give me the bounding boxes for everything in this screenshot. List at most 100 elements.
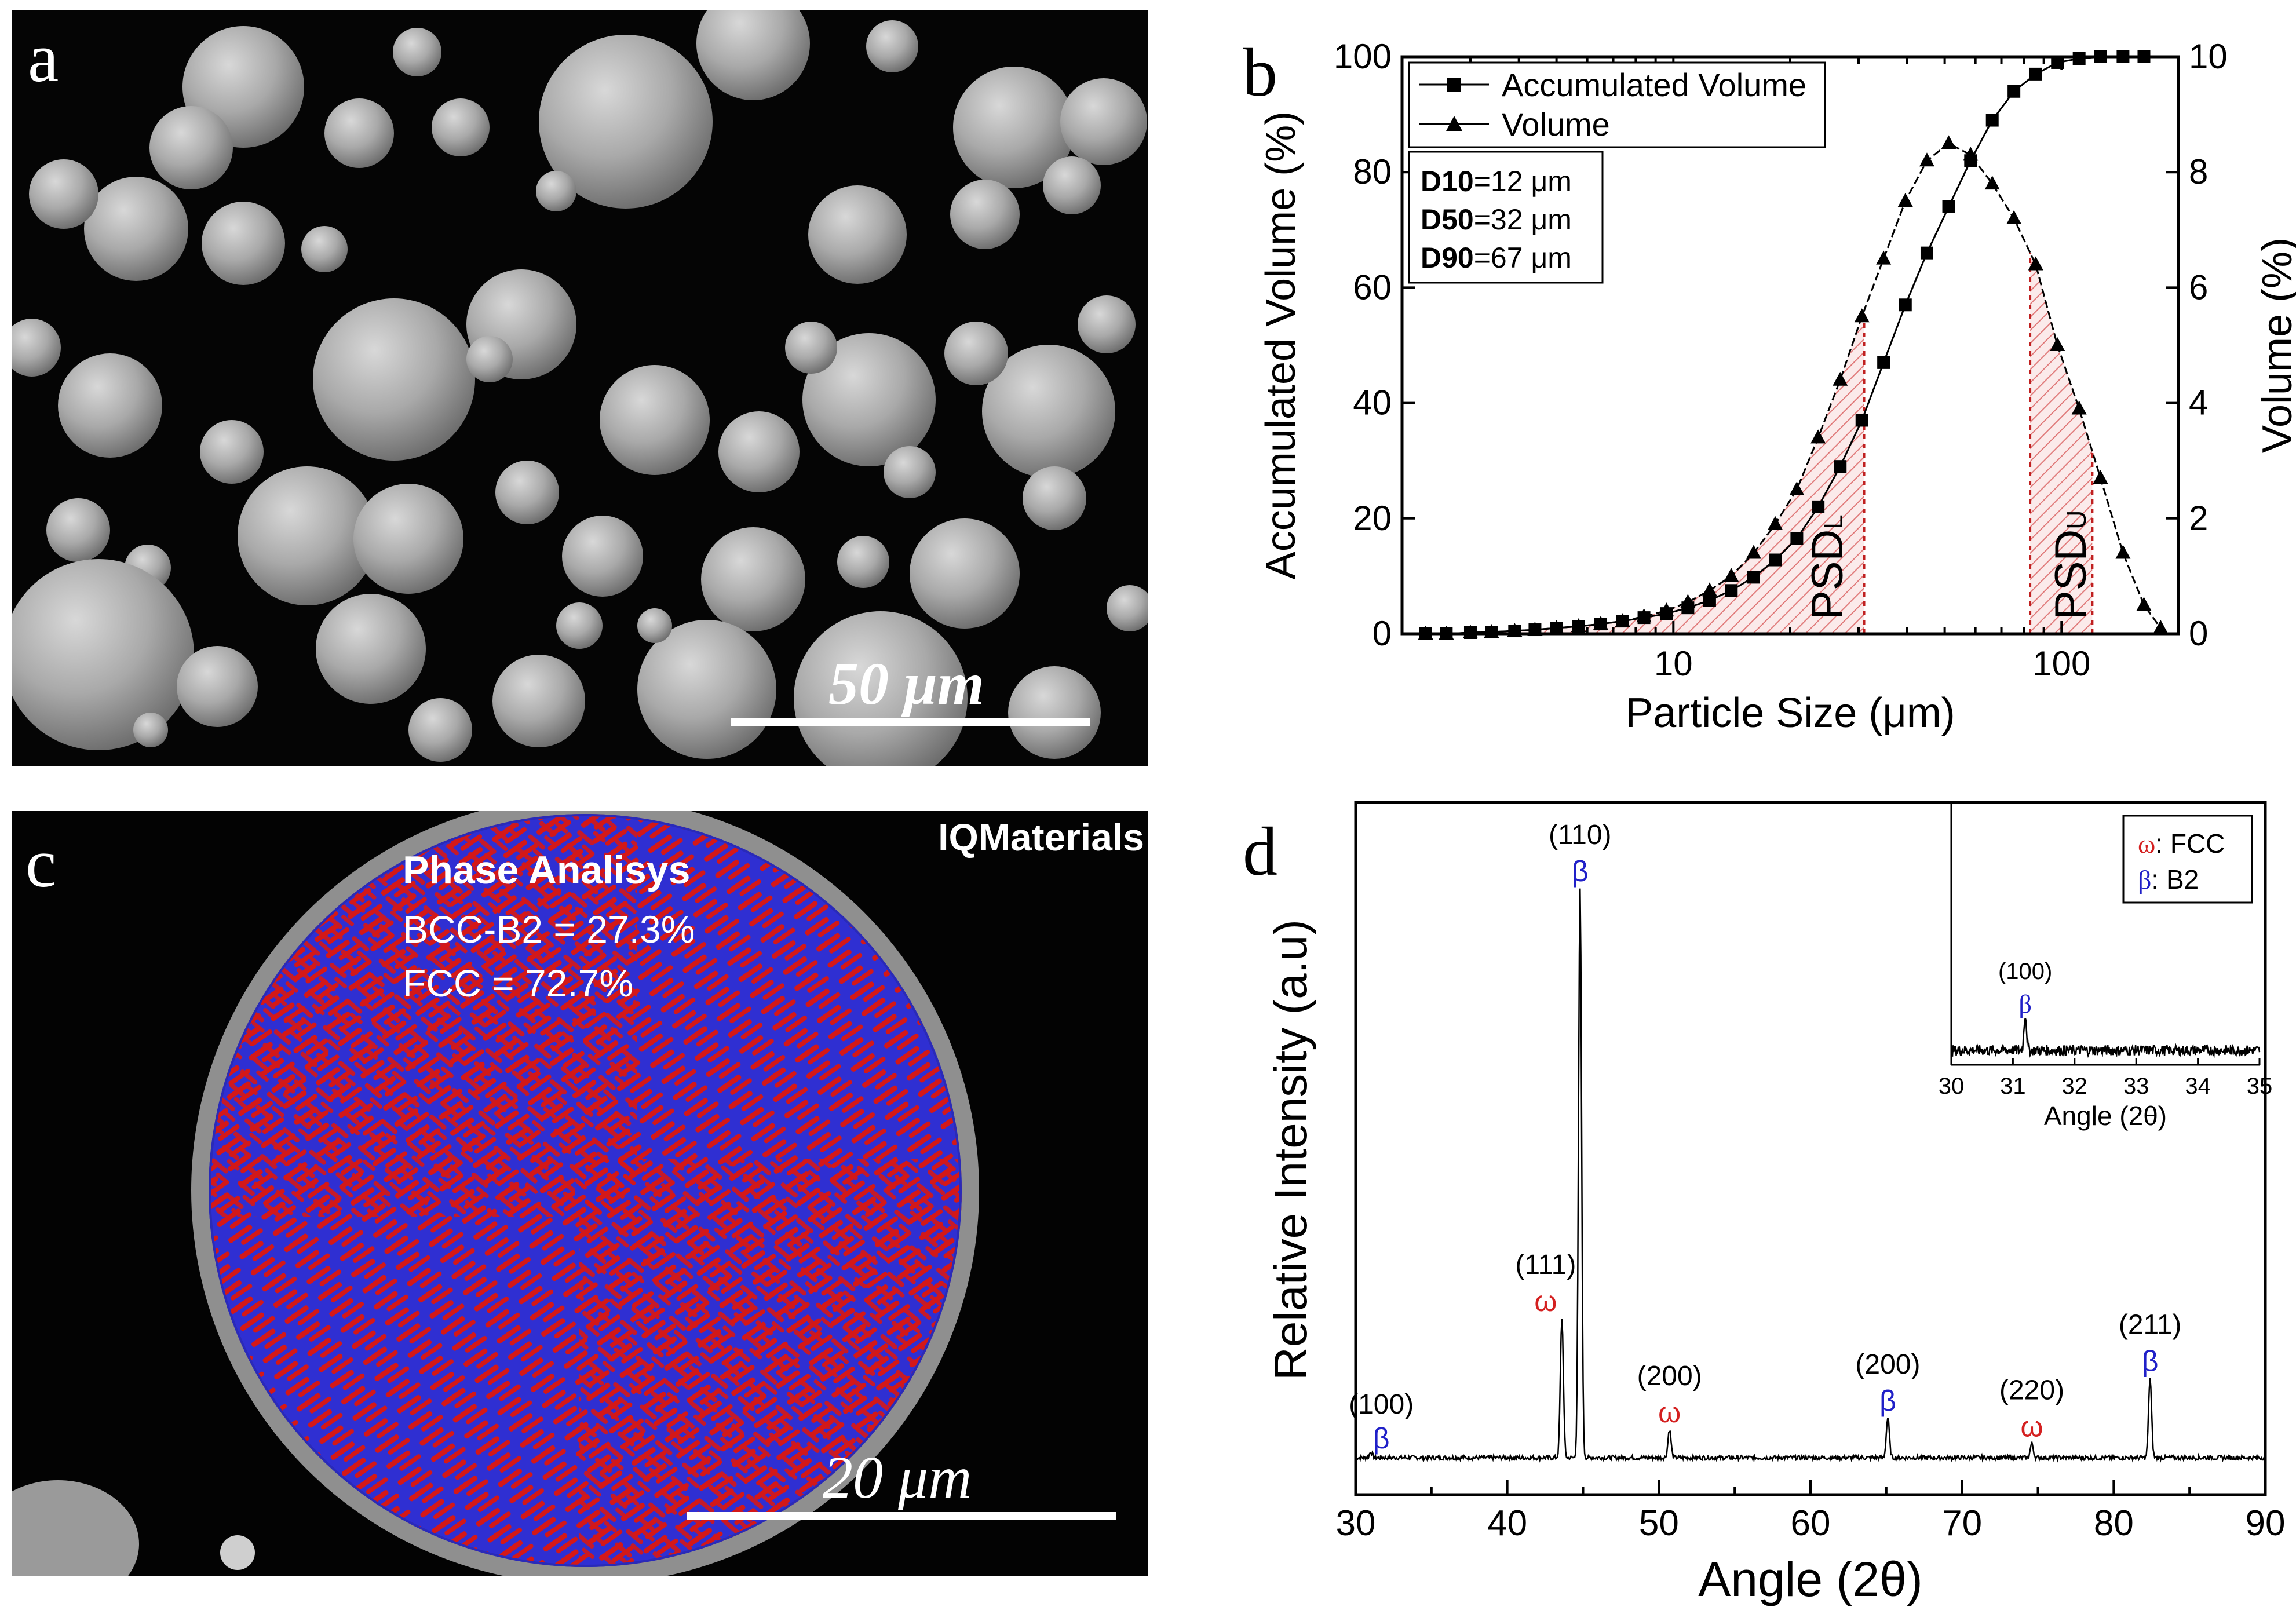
data-point-volume [1897, 193, 1913, 207]
data-point-accumulated [1834, 460, 1847, 473]
inset-peak-phase: β [2018, 990, 2031, 1018]
psd-upper-text: PSD [2046, 530, 2096, 620]
powder-sphere [177, 646, 258, 727]
data-point-volume [1919, 152, 1934, 167]
stats-box [1408, 151, 1604, 284]
powder-sphere [1023, 466, 1086, 530]
x-tick-label: 60 [1791, 1503, 1831, 1543]
chart-b-ylabel-left: Accumulated Volume (%) [1258, 111, 1304, 579]
stat-d10-value: =12 μm [1474, 165, 1572, 198]
data-point-accumulated [1899, 298, 1912, 312]
data-point-accumulated [1812, 500, 1825, 513]
inset-x-tick-label: 34 [2185, 1073, 2211, 1099]
data-point-accumulated [1725, 584, 1738, 597]
y-tick-label-left: 80 [1353, 152, 1392, 191]
powder-sphere [982, 345, 1115, 478]
inset-x-tick-label: 30 [1939, 1073, 1965, 1099]
data-point-volume [1941, 135, 1956, 149]
data-point-accumulated [1920, 246, 1933, 260]
stat-d90-value: =67 μm [1474, 242, 1572, 274]
powder-sphere [637, 608, 672, 643]
psd-lower-sub: L [1818, 514, 1848, 530]
chart-b-legend: Accumulated Volume Volume [1408, 61, 1826, 148]
data-point-volume [1507, 623, 1523, 637]
chart-d-inset: 30 31 32 33 34 35 (100) β Angle (2θ) [1939, 802, 2273, 1131]
data-point-volume [1659, 602, 1674, 617]
y-tick-label-left: 0 [1373, 614, 1392, 653]
data-point-volume [1810, 429, 1826, 444]
data-point-volume [1549, 620, 1564, 634]
powder-sphere [884, 446, 936, 498]
data-point-volume [2050, 337, 2065, 351]
powder-sphere [84, 177, 188, 281]
powder-sphere [202, 202, 285, 285]
inset-xlabel: Angle (2θ) [2044, 1101, 2167, 1131]
phase-bcc-b2: BCC-B2 = 27.3% [403, 908, 695, 951]
panel-a: a 50 μm [12, 10, 1148, 766]
peak-hkl-label: (200) [1855, 1349, 1920, 1380]
peak-phase-label: β [1879, 1385, 1896, 1417]
psd-lower-label: PSDL [1803, 514, 1852, 620]
series-line-volume [1425, 142, 2162, 635]
chart-b-letter: b [1243, 34, 1277, 111]
chart-b-stats: D10=12 μm D50=32 μm D90=67 μm [1408, 151, 1604, 284]
peak-phase-label: ω [1534, 1285, 1557, 1317]
powder-sphere [950, 180, 1020, 249]
data-point-accumulated [2007, 85, 2021, 98]
panel-c-scale-bar [687, 1512, 1116, 1520]
inset-x-tick-label: 31 [2000, 1073, 2026, 1099]
powder-sphere [539, 35, 713, 209]
chart-d-ticks: 30 40 50 60 70 80 90 [1336, 1480, 2285, 1543]
powder-sphere [1078, 295, 1136, 353]
data-point-accumulated [1942, 200, 1955, 213]
legend-box [1408, 61, 1826, 148]
legend-square-marker [1447, 78, 1461, 92]
powder-sphere [1043, 156, 1101, 214]
powder-particles [12, 10, 1148, 766]
data-point-accumulated [1985, 114, 1999, 127]
peak-hkl-label: (200) [1637, 1361, 1702, 1392]
powder-sphere [12, 319, 61, 377]
x-tick-label: 40 [1487, 1503, 1527, 1543]
stat-d10: D10=12 μm [1421, 165, 1572, 198]
powder-sphere [12, 559, 194, 750]
x-tick-label: 50 [1639, 1503, 1679, 1543]
powder-sphere [562, 516, 643, 597]
peak-hkl-label: (100) [1349, 1389, 1414, 1420]
phase-analysis-heading: Phase Analisys [403, 848, 690, 892]
chart-d-peak-labels: (100)β(111)ω(110)β(200)ω(200)β (220)ω(211… [1349, 820, 2181, 1455]
x-tick-label: 80 [2094, 1503, 2134, 1543]
psd-region-lower [1402, 311, 1864, 634]
data-point-volume [2028, 256, 2043, 271]
powder-sphere [910, 518, 1020, 629]
y-tick-label-left: 40 [1353, 384, 1392, 422]
inset-ticks: 30 31 32 33 34 35 [1939, 1058, 2273, 1099]
powder-sphere [58, 353, 162, 458]
data-point-accumulated [2072, 52, 2086, 65]
powder-sphere [1107, 585, 1148, 631]
powder-sphere [794, 611, 968, 766]
data-point-accumulated [2137, 50, 2151, 63]
powder-sphere [866, 20, 918, 72]
data-point-accumulated [1769, 553, 1782, 567]
data-point-volume [1854, 308, 1870, 323]
data-point-volume [1593, 616, 1608, 630]
powder-sphere [29, 159, 98, 229]
inset-x-tick-label: 35 [2247, 1073, 2273, 1099]
stat-d50: D50=32 μm [1421, 203, 1572, 236]
chart-d-pattern [1355, 888, 2266, 1463]
y-tick-label-right: 0 [2189, 614, 2208, 653]
legend-fcc-symbol: ω [2138, 829, 2155, 859]
legend-accumulated-volume: Accumulated Volume [1502, 67, 1806, 103]
legend-volume: Volume [1502, 106, 1610, 143]
legend-fcc: ω: FCC [2138, 828, 2225, 859]
chart-d: d 30 40 50 60 70 80 90 (100)β(111)ω(110)β(200)… [1243, 801, 2285, 1606]
powder-sphere [324, 98, 394, 168]
powder-sphere [301, 226, 348, 272]
y-tick-label-right: 6 [2189, 268, 2208, 306]
data-point-accumulated [2094, 50, 2107, 63]
data-point-volume [1963, 147, 1979, 161]
peak-phase-label: ω [2021, 1410, 2043, 1443]
legend-b2: β: B2 [2138, 864, 2199, 894]
